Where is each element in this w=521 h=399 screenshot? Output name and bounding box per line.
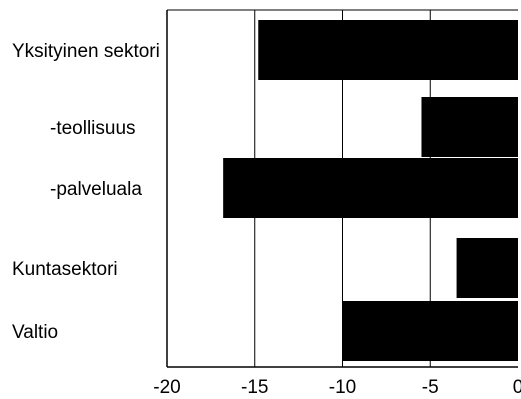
category-label: Yksityinen sektori [12,41,160,62]
x-tick-label: -5 [422,377,439,398]
category-labels: Yksityinen sektori -teollisuus -palveluala… [12,41,160,343]
bar [456,238,518,298]
bar [223,158,518,218]
x-tick-label: 0 [513,377,521,398]
bar [258,20,518,80]
x-tick-label: -10 [329,377,356,398]
plot-frame [166,9,518,368]
x-tick-label: -20 [153,377,180,398]
bar [421,97,518,157]
x-tick-label: -15 [241,377,268,398]
category-label: -teollisuus [50,118,136,139]
bar [342,301,518,361]
x-tick-labels: -20 -15 -10 -5 0 [153,377,521,398]
category-label: Kuntasektori [12,259,118,280]
category-label: -palveluala [50,179,142,200]
bars [223,20,518,361]
category-label: Valtio [12,322,58,343]
